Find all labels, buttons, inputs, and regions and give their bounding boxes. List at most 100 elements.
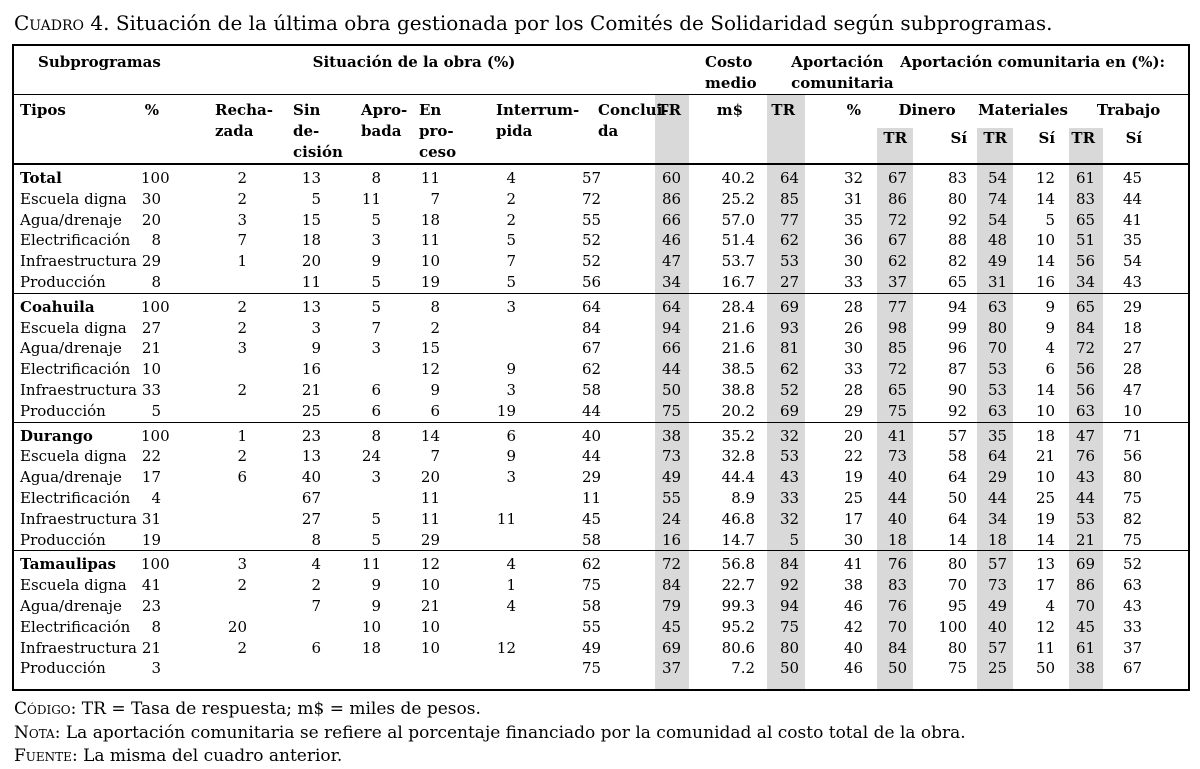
cell: 25 [1035, 488, 1056, 507]
cell: 66 [655, 209, 690, 231]
cell: 4 [1045, 339, 1056, 358]
cell: 57 [913, 421, 978, 447]
cell: 5 [767, 529, 806, 551]
cell: 70 [947, 576, 968, 595]
cell: 43 [1123, 596, 1143, 615]
cell: 49 [581, 638, 602, 657]
cell [259, 617, 333, 638]
cell: 11 [420, 231, 440, 250]
cell: 21 [1069, 529, 1104, 551]
cell: 69 [655, 637, 690, 659]
cell: 64 [655, 292, 690, 318]
cell: 55 [655, 487, 690, 509]
cell: 35 [977, 421, 1014, 447]
cell: 12 [1035, 169, 1056, 187]
cell: 63 [977, 292, 1014, 318]
cell: 17 [1035, 576, 1056, 595]
cell: 2 [237, 447, 247, 466]
row-label: Producción [20, 530, 106, 549]
cell: 32 [843, 169, 864, 187]
cell: 44 [655, 359, 690, 380]
cell: 56.8 [689, 550, 768, 576]
cell [173, 272, 259, 293]
cell: 58 [581, 380, 602, 399]
cell: 7.2 [731, 659, 756, 678]
cell: 2 [237, 380, 247, 399]
cell: 6 [311, 638, 321, 657]
cell: 2 [237, 318, 247, 337]
cell: 66 [655, 338, 690, 360]
cell: 85 [767, 188, 806, 210]
cell: 20 [227, 617, 247, 636]
cell: 18 [977, 529, 1014, 551]
cell: 63 [1123, 576, 1143, 595]
row-label: Durango [13, 421, 141, 447]
cell: 2 [311, 576, 321, 595]
cell: 8 [333, 421, 393, 447]
cell: 5 [1045, 210, 1056, 229]
cell: 27 [1123, 339, 1143, 358]
cell: 40 [877, 508, 914, 530]
cell: 10 [1035, 231, 1056, 250]
note-codigo-label: Código [14, 699, 71, 720]
cell: 94 [655, 317, 690, 339]
cell: 53 [977, 359, 1014, 380]
col-materiales-tr: TR [977, 127, 1014, 164]
cell [452, 658, 528, 690]
cell: 93 [767, 317, 806, 339]
cell [333, 359, 393, 380]
cell: 33 [141, 380, 161, 399]
row-label: Infraestructura [20, 380, 137, 399]
cell: 25.2 [721, 189, 756, 208]
cell: 9 [371, 596, 381, 615]
note-fuente-label: Fuente [14, 746, 72, 767]
cell: 98 [877, 317, 914, 339]
table-row: Electrificación 8 7 18 3 11 5 52 46 51.4 62 36 67 88 4… [13, 230, 1189, 252]
cell [173, 401, 259, 422]
cell: 79 [655, 595, 690, 617]
cell: 28 [805, 292, 878, 318]
header-group-row: Subprogramas Situación de la obra (%) Co… [13, 45, 1190, 95]
cell: 72 [1069, 338, 1104, 360]
cell: 2 [506, 210, 516, 229]
cell: 58 [947, 447, 968, 466]
cell: 32.8 [721, 447, 756, 466]
cell: 13 [1013, 550, 1070, 576]
cell: 70 [877, 616, 914, 638]
cell: 65 [877, 379, 914, 401]
cell: 33 [843, 360, 864, 379]
row-label: Escuela digna [20, 189, 127, 208]
cell: 86 [655, 188, 690, 210]
cell: 72 [877, 209, 914, 231]
row-label: Infraestructura [20, 509, 137, 528]
cell: 10 [361, 617, 381, 636]
cell: 32 [767, 508, 806, 530]
table-body: Total 100 2 13 8 11 4 57 60 40.2 64 32 67 83 54 12 61 45 E… [13, 164, 1190, 691]
table-row: Infraestructura 21 2 6 18 10 12 49 69 80.6 80 40 84 8… [13, 637, 1189, 659]
cell: 73 [877, 446, 914, 468]
cell: 50 [655, 379, 690, 401]
cell: 34 [655, 271, 690, 294]
col-dinero: Dinero [898, 101, 956, 119]
col-materiales: Materiales [978, 101, 1068, 119]
cell: 6 [1045, 360, 1056, 379]
cell: 11 [333, 550, 393, 576]
row-label: Electrificación [20, 617, 131, 636]
cell: 69 [767, 292, 806, 318]
cell: 26 [843, 318, 864, 337]
cell: 75 [581, 576, 602, 595]
cell: 28.4 [689, 292, 768, 318]
cell: 8 [151, 272, 161, 291]
cell: 19 [843, 468, 864, 487]
cell: 62 [767, 359, 806, 380]
cell: 3 [506, 468, 516, 487]
cell: 30 [843, 339, 864, 358]
cell: 2 [237, 638, 247, 657]
cell: 8 [151, 231, 161, 250]
cell: 11 [581, 488, 602, 507]
cell: 65 [947, 272, 968, 291]
cell: 20 [141, 210, 161, 229]
table-row: Agua/drenaje 20 3 15 5 18 2 55 66 57.0 77 35 72 92 54 5… [13, 209, 1189, 231]
cell: 82 [1123, 509, 1143, 528]
cell: 8 [393, 292, 452, 318]
